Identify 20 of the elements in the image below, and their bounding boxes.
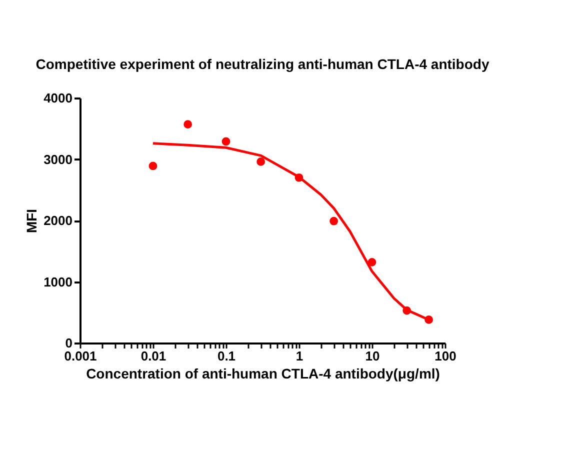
point (148, 162, 158, 170)
point (184, 120, 192, 129)
point (222, 137, 230, 146)
x-axis-title: Concentration of anti-human CTLA-4 antibody(μg/ml) (86, 366, 440, 382)
point (330, 216, 338, 226)
point (256, 158, 266, 166)
y-tick-label: 0 (65, 336, 72, 350)
y-axis-title: MFI (24, 208, 40, 234)
point (368, 258, 376, 266)
x-tick-label: 0.1 (217, 348, 236, 364)
y-tick-label: 2000 (44, 213, 72, 228)
y-tick-label: 3000 (44, 152, 72, 167)
x-tick-label: 0.001 (64, 348, 97, 364)
y-tick-label: 1000 (44, 274, 72, 290)
x-tick-label: 10 (365, 348, 380, 364)
x-tick-label: 0.01 (140, 348, 166, 364)
x-tick-label: 100 (434, 348, 456, 364)
x-tick-label: 1 (296, 348, 304, 364)
chart-title: Competitive experiment of neutralizing anti-human CTLA-4 antibody (36, 56, 490, 72)
y-tick-label: 4000 (44, 90, 72, 106)
